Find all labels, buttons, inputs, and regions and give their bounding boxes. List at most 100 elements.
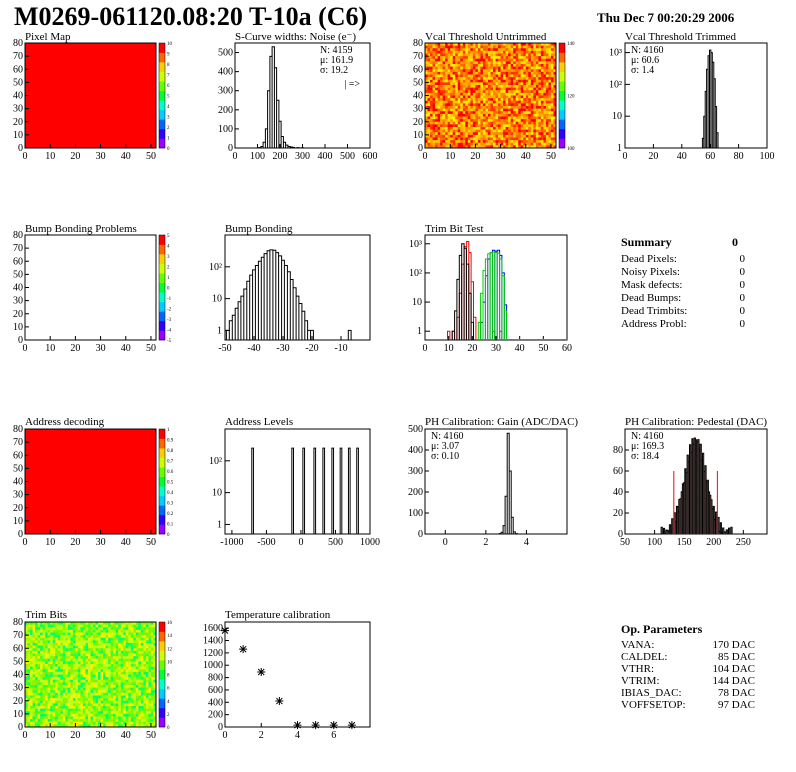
heatmap-cell	[70, 622, 74, 626]
heatmap-cell	[467, 129, 471, 133]
heatmap-cell	[125, 674, 129, 678]
palette-swatch	[159, 282, 165, 293]
heatmap-cell	[145, 664, 149, 668]
stat-line: σ: 1.4	[631, 65, 654, 76]
heatmap-cell	[70, 643, 74, 647]
heatmap-cell	[447, 119, 451, 123]
heatmap-cell	[518, 85, 522, 89]
palette-frame	[158, 42, 166, 149]
histogram-fill	[710, 499, 712, 534]
heatmap-cell	[75, 692, 79, 696]
heatmap-cell	[467, 103, 471, 107]
heatmap-cell	[80, 706, 84, 710]
heatmap-cell	[100, 721, 104, 725]
heatmap-cell	[25, 677, 28, 681]
heatmap-cell	[82, 721, 86, 725]
heatmap-cell	[487, 132, 491, 136]
heatmap-cell	[525, 53, 529, 57]
heatmap-cell	[437, 79, 441, 83]
heatmap-cell	[510, 119, 514, 123]
heatmap-cell	[90, 698, 94, 702]
heatmap-cell	[138, 685, 142, 689]
heatmap-cell	[145, 708, 149, 712]
heatmap-cell	[442, 43, 446, 47]
heatmap-cell	[475, 53, 479, 57]
heatmap-cell	[27, 656, 31, 660]
heatmap-cell	[138, 703, 142, 707]
heatmap-cell	[477, 113, 481, 117]
heatmap-cell	[47, 687, 51, 691]
heatmap-cell	[75, 666, 79, 670]
heatmap-cell	[60, 677, 64, 681]
palette-swatch	[159, 495, 165, 506]
heatmap-cell	[80, 645, 84, 649]
heatmap-cell	[120, 713, 124, 717]
heatmap-cell	[80, 724, 84, 728]
heatmap-cell	[93, 653, 96, 657]
heatmap-cell	[513, 100, 517, 104]
summary-label: Dead Bumps:	[621, 292, 681, 304]
heatmap-cell	[148, 703, 152, 707]
heatmap-cell	[543, 79, 547, 83]
heatmap-cell	[523, 140, 527, 144]
heatmap-cell	[57, 713, 61, 717]
heatmap-cell	[528, 82, 532, 86]
heatmap-cell	[37, 622, 41, 626]
heatmap-cell	[493, 77, 496, 81]
heatmap-cell	[113, 679, 117, 683]
heatmap-cell	[128, 643, 132, 647]
heatmap-cell	[125, 708, 129, 712]
heatmap-cell	[485, 71, 489, 75]
heatmap-cell	[37, 624, 41, 628]
heatmap-cell	[440, 124, 444, 128]
heatmap-cell	[80, 656, 84, 660]
x-tick-label: 30	[96, 151, 106, 162]
heatmap-cell	[525, 137, 529, 141]
heatmap-cell	[35, 724, 38, 728]
heatmap-cell	[75, 674, 79, 678]
heatmap-cell	[87, 692, 91, 696]
heatmap-cell	[540, 50, 544, 54]
heatmap-cell	[100, 698, 104, 702]
heatmap-cell	[490, 137, 494, 141]
heatmap-cell	[447, 64, 451, 68]
heatmap-cell	[133, 624, 137, 628]
heatmap-cell	[528, 116, 532, 120]
heatmap-cell	[72, 653, 76, 657]
heatmap-cell	[120, 661, 124, 665]
heatmap-cell	[525, 103, 529, 107]
heatmap-cell	[503, 140, 507, 144]
heatmap-cell	[510, 58, 514, 62]
heatmap-cell	[118, 643, 122, 647]
heatmap-cell	[52, 698, 56, 702]
y-tick-label: 300	[408, 466, 423, 477]
y-tick-label: 40	[13, 670, 23, 681]
heatmap-cell	[153, 719, 157, 723]
heatmap-cell	[530, 58, 534, 62]
y-tick-label: 20	[613, 508, 623, 519]
heatmap-cell	[52, 690, 56, 694]
heatmap-cell	[87, 679, 91, 683]
heatmap-cell	[32, 692, 36, 696]
heatmap-cell	[30, 666, 33, 670]
heatmap-cell	[550, 145, 554, 149]
heatmap-cell	[110, 703, 114, 707]
heatmap-cell	[550, 108, 554, 112]
heatmap-cell	[498, 103, 501, 107]
heatmap-cell	[57, 674, 61, 678]
heatmap-cell	[153, 632, 157, 636]
heatmap-cell	[37, 640, 41, 644]
heatmap-cell	[130, 632, 134, 636]
heatmap-cell	[113, 698, 117, 702]
heatmap-cell	[95, 690, 99, 694]
heatmap-cell	[135, 627, 139, 631]
heatmap-cell	[125, 650, 129, 654]
heatmap-cell	[62, 698, 66, 702]
heatmap-cell	[118, 671, 122, 675]
heatmap-cell	[472, 121, 476, 125]
heatmap-cell	[80, 711, 84, 715]
heatmap-cell	[533, 103, 537, 107]
heatmap-cell	[45, 653, 49, 657]
heatmap-cell	[108, 645, 112, 649]
heatmap-cell	[113, 721, 117, 725]
